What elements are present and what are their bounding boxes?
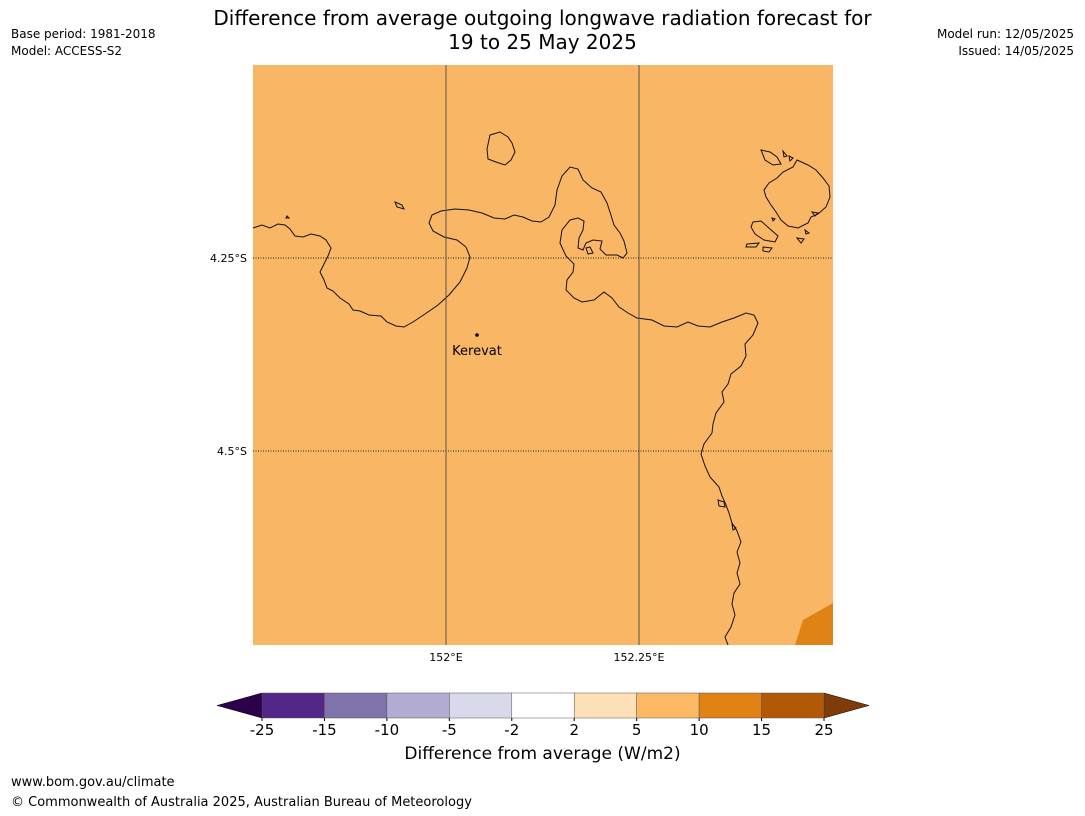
model-name: Model: ACCESS-S2 [11, 44, 123, 58]
colorbar-tick-label: 15 [752, 721, 771, 739]
colorbar-segment [324, 692, 388, 719]
colorbar-tick-label: -5 [442, 721, 457, 739]
colorbar-segment [636, 692, 700, 719]
map-area [253, 65, 833, 645]
anomaly-patch [795, 603, 833, 645]
copyright: © Commonwealth of Australia 2025, Austra… [11, 795, 472, 810]
title-line-2: 19 to 25 May 2025 [448, 30, 637, 54]
issued-date: Issued: 14/05/2025 [958, 44, 1074, 58]
colorbar-tick-label: 25 [814, 721, 833, 739]
colorbar: -25 -15 -10 -5 -2 2 5 10 15 25 [216, 692, 870, 739]
colorbar-tick-label: -15 [312, 721, 337, 739]
source-url: www.bom.gov.au/climate [11, 775, 175, 790]
colorbar-segment [449, 692, 513, 719]
lat-label-4-5: 4.5°S [217, 445, 247, 458]
kerevat-marker [475, 333, 479, 337]
model-run: Model run: 12/05/2025 [936, 27, 1074, 41]
colorbar-tick-label: -10 [375, 721, 400, 739]
chart-title: Difference from average outgoing longwav… [0, 6, 1085, 54]
meta-left: Base period: 1981-2018 Model: ACCESS-S2 [11, 26, 156, 60]
colorbar-tick-label: -25 [250, 721, 275, 739]
lon-label-152: 152°E [429, 651, 462, 664]
colorbar-tick-label: 2 [569, 721, 579, 739]
colorbar-segment [261, 692, 325, 719]
colorbar-label: Difference from average (W/m2) [404, 744, 681, 764]
lon-label-152-25: 152.25°E [614, 651, 665, 664]
coastline [252, 131, 831, 646]
meta-right: Model run: 12/05/2025 Issued: 14/05/2025 [937, 26, 1074, 60]
kerevat-label: Kerevat [452, 344, 502, 359]
base-period: Base period: 1981-2018 [11, 27, 156, 41]
colorbar-tick-label: 5 [632, 721, 642, 739]
colorbar-segment [573, 692, 637, 719]
colorbar-tick-label: -2 [504, 721, 519, 739]
title-line-1: Difference from average outgoing longwav… [213, 6, 872, 30]
colorbar-segment [386, 692, 450, 719]
colorbar-segment [761, 692, 825, 719]
colorbar-under-arrow [216, 692, 263, 719]
colorbar-over-arrow [823, 692, 870, 719]
colorbar-tick-label: 10 [690, 721, 709, 739]
colorbar-segment [511, 692, 575, 719]
lat-label-4-25: 4.25°S [210, 252, 247, 265]
colorbar-segment [698, 692, 762, 719]
